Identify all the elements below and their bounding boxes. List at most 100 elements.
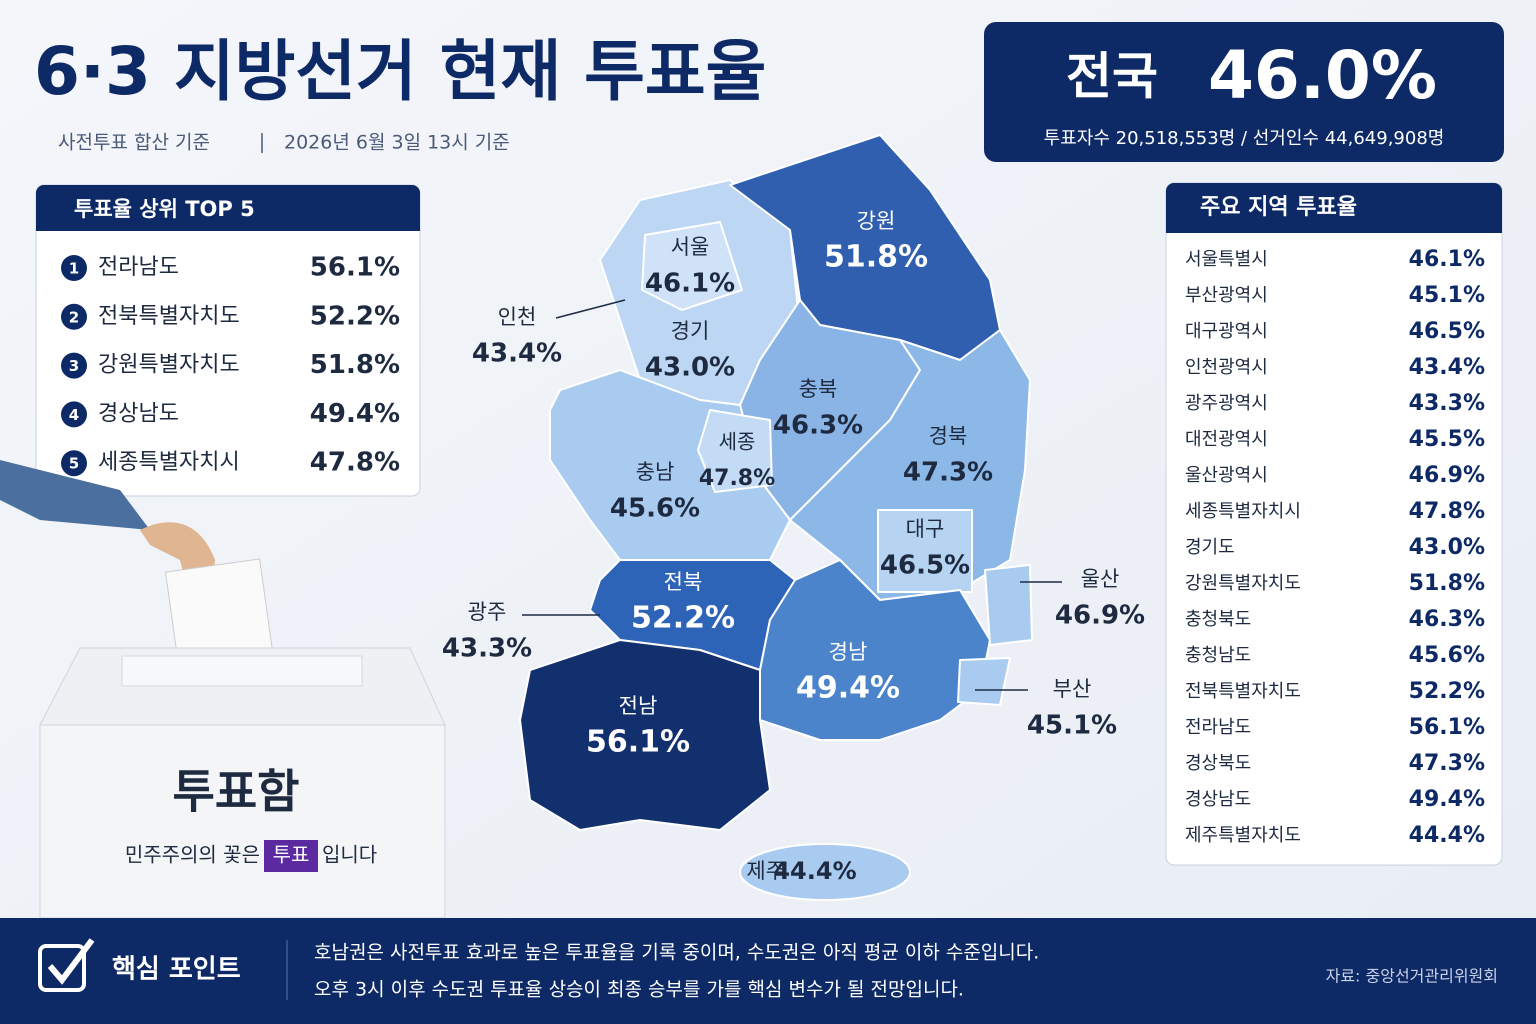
region-name: 대구광역시 [1185,321,1268,342]
top5-list: 1 전라남도 56.1% 2 전북특별자치도 52.2% 3 강원특별자치도 51.8% 4 경상남… [61,253,400,478]
rate: 47.8% [310,448,400,478]
region-name: 제주 [746,859,785,883]
region-name: 제주특별자치도 [1185,825,1301,846]
region-rate: 43.3% [442,634,532,664]
region-name: 부산광역시 [1185,285,1268,306]
region-daegu [877,509,973,593]
region-name: 인천 [498,305,537,329]
subtitle: 사전투표 합산 기준 [58,132,210,154]
region-rate: 47.3% [903,458,993,488]
footer-line: 호남권은 사전투표 효과로 높은 투표율을 기록 중이며, 수도권은 아직 평균… [314,942,1039,964]
region-jeju [739,843,911,901]
region-name: 광주광역시 [1185,393,1268,414]
region-name: 세종특별자치시 [98,450,240,475]
region-name: 경기도 [1185,537,1235,558]
rate: 49.4% [310,399,400,429]
region-name: 충청북도 [1185,609,1251,630]
slogan-highlight: 투표 [273,843,310,867]
highlight [264,840,318,872]
region-name: 인천광역시 [1185,357,1268,378]
rate: 47.3% [1409,751,1485,776]
region-name: 서울 [671,235,710,259]
rank: 4 [69,406,79,424]
rank: 3 [69,357,79,375]
region-rate: 56.1% [586,725,690,760]
rate: 46.5% [1409,319,1485,344]
region-seoul [641,221,743,311]
rate: 45.6% [1409,643,1485,668]
region-name: 경상북도 [1185,753,1251,774]
rate: 47.8% [1409,499,1485,524]
box-label: 투표함 [173,765,300,819]
region-name: 부산 [1053,677,1092,701]
region-name: 강원 [857,209,896,233]
footer-line: 오후 3시 이후 수도권 투표율 상승이 최종 승부를 가를 핵심 변수가 될 … [314,979,964,1001]
rate: 45.1% [1409,283,1485,308]
region-jeonnam [519,639,771,831]
rate: 52.2% [1409,679,1485,704]
region-rate: 45.6% [610,494,700,524]
region-rate: 46.1% [645,269,735,299]
footer [0,918,1536,1024]
region-rate: 47.8% [699,466,775,491]
map [519,134,1062,901]
region-name: 충북 [799,377,838,401]
rate: 45.5% [1409,427,1485,452]
region-name: 경상남도 [98,401,179,426]
box-slot [121,655,363,687]
region-name: 강원특별자치도 [98,353,240,378]
check-mark [47,938,95,985]
rate: 51.8% [310,350,400,380]
check-icon [38,944,86,992]
region-name: 서울특별시 [1185,249,1268,270]
regional-title: 주요 지역 투표율 [1200,195,1357,220]
region-rate: 49.4% [796,671,900,706]
rate: 46.3% [1409,607,1485,632]
region-name: 세종특별자치시 [1185,501,1301,522]
top5-title: 투표율 상위 TOP 5 [74,197,255,221]
rank: 1 [69,260,79,278]
rate: 46.1% [1409,247,1485,272]
region-ulsan [984,564,1033,646]
region-name: 전라남도 [98,255,179,280]
map-labels: 서울 46.1% 인천 43.4% 경기 43.0% 강원 51.8% 충북 46.3% 세종 47.… [442,209,1145,885]
region-name: 전북특별자치도 [1185,681,1301,702]
rate: 43.3% [1409,391,1485,416]
region-name: 울산 [1081,567,1120,591]
national-label: 전국 [1066,48,1158,106]
region-name: 울산광역시 [1185,465,1268,486]
region-name: 경북 [929,424,968,448]
rate: 51.8% [1409,571,1485,596]
region-rate: 46.3% [773,411,863,441]
region-name: 경기 [671,319,710,343]
date: 2026년 6월 3일 13시 기준 [284,132,510,154]
box-body [39,724,446,919]
region-name: 전라남도 [1185,717,1251,738]
region-name: 전남 [619,694,658,718]
rank-badge [61,401,87,428]
rate: 46.9% [1409,463,1485,488]
rate: 52.2% [310,301,400,331]
region-rate: 46.5% [880,551,970,581]
region-name: 광주 [468,600,507,624]
regional-list: 서울특별시 46.1% 부산광역시 45.1% 대구광역시 46.5% 인천광역시 43.4%… [1185,247,1485,848]
rank-badge [61,255,87,281]
region-name: 경상남도 [1185,789,1251,810]
region-name: 대전광역시 [1185,429,1268,450]
rank-badge [61,303,87,330]
top5-header [36,185,420,231]
region-name: 충남 [636,460,675,484]
region-rate: 44.4% [773,857,856,885]
region-rate: 52.2% [631,601,735,636]
rate: 56.1% [1409,715,1485,740]
footer-title: 핵심 포인트 [112,955,241,985]
region-name: 강원특별자치도 [1185,573,1301,594]
region-sejong [697,409,773,493]
rate: 43.0% [1409,535,1485,560]
region-name: 전북 [664,570,703,594]
leader-line [555,299,626,319]
region-name: 충청남도 [1185,645,1251,666]
sleeve [0,460,150,530]
